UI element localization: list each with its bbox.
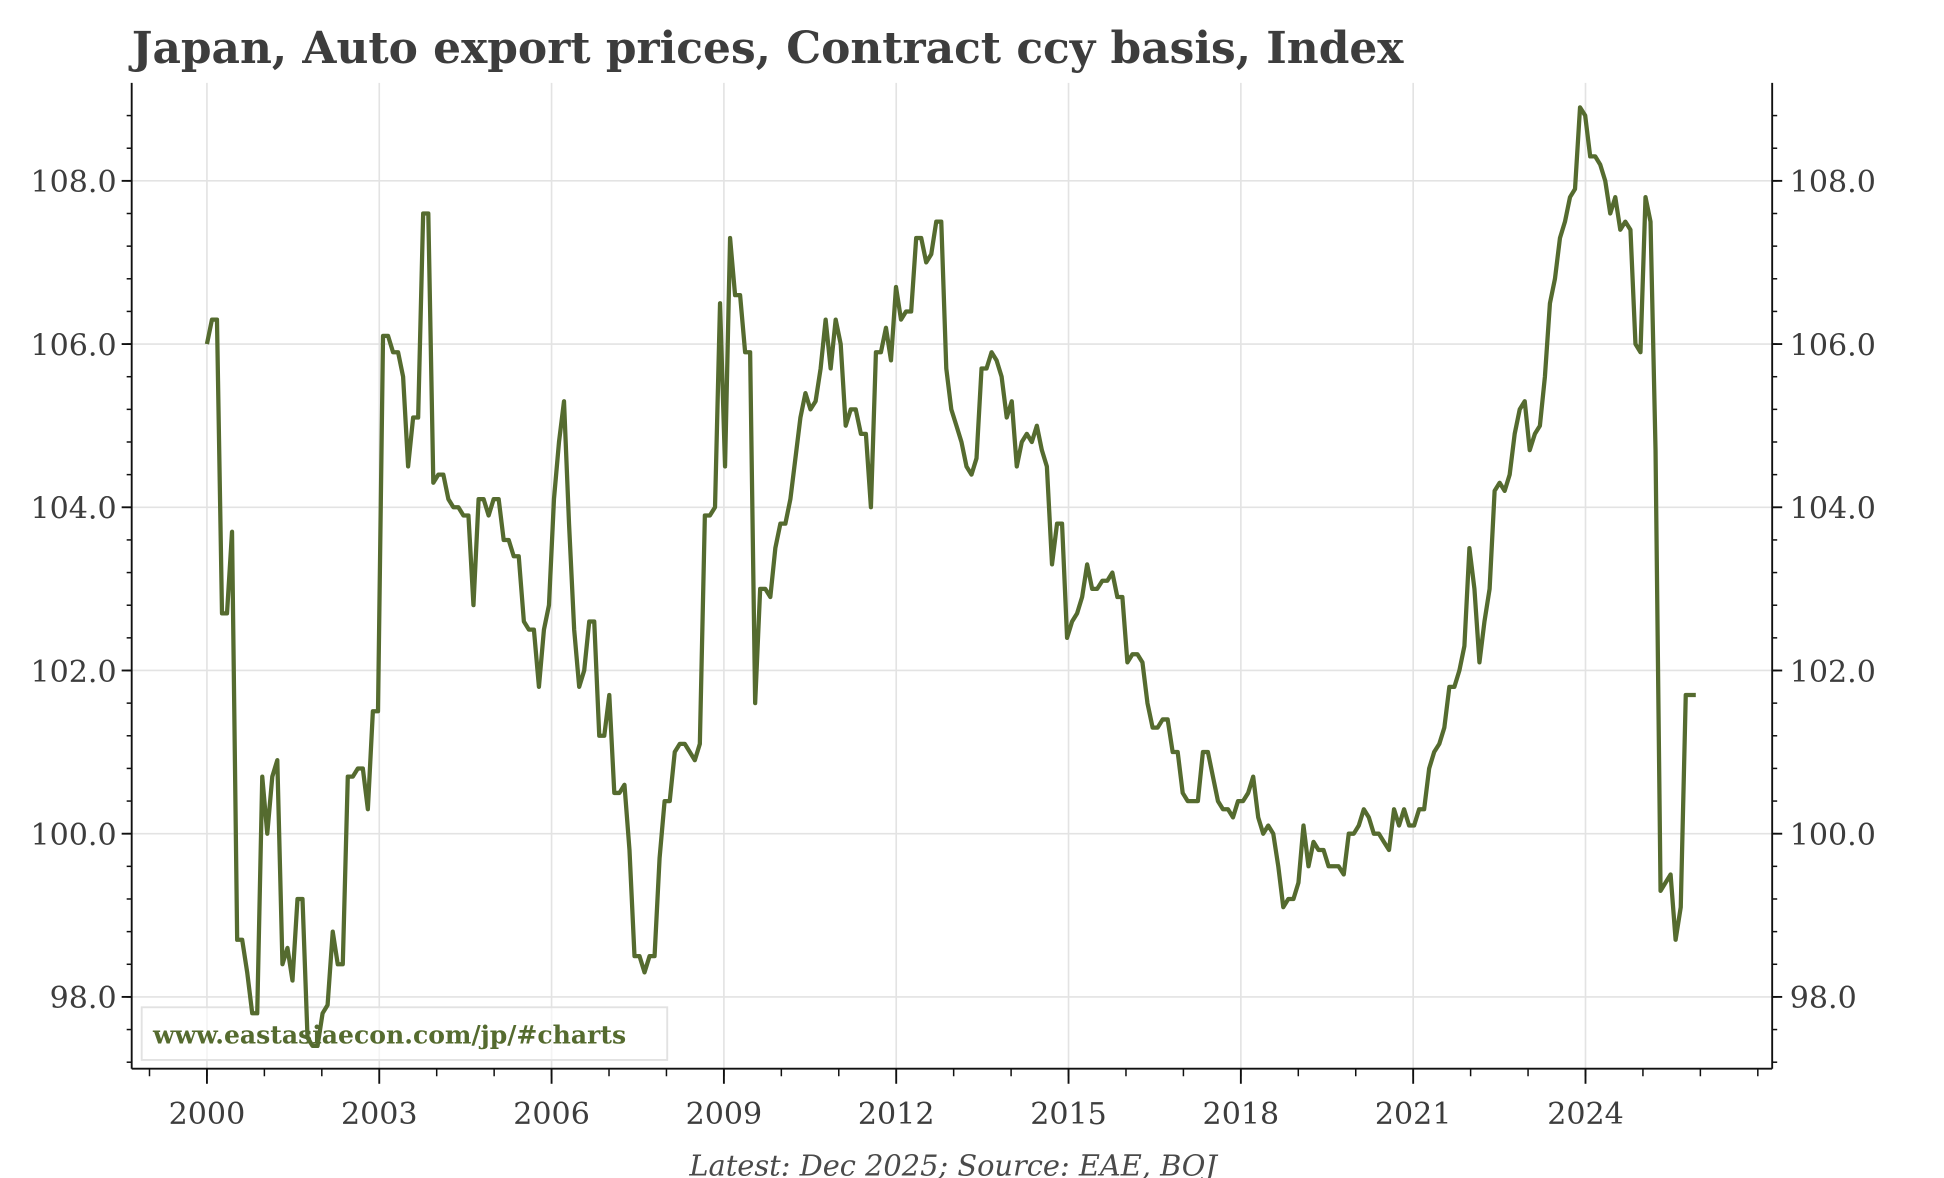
y-tick-label-right: 102.0	[1790, 655, 1876, 690]
x-tick-label: 2012	[858, 1097, 935, 1132]
x-tick-label: 2021	[1375, 1097, 1452, 1132]
series-line	[204, 105, 1696, 1049]
x-tick-label: 2018	[1203, 1097, 1280, 1132]
x-tick-label: 2024	[1547, 1097, 1624, 1132]
y-tick-label-left: 106.0	[30, 328, 116, 363]
watermark-box	[140, 1006, 669, 1061]
y-tick-label-right: 104.0	[1790, 492, 1876, 527]
axes: 98.0 98.0 100.0 100.0 102.0 102.0 104.0 104.0 10…	[30, 82, 1876, 1132]
chart-title: Japan, Auto export prices, Contract ccy …	[128, 23, 1405, 74]
y-tick-label-left: 100.0	[30, 818, 116, 853]
x-tick-label: 2003	[341, 1097, 418, 1132]
x-tick-label: 2006	[513, 1097, 590, 1132]
series-lines	[204, 105, 1696, 1049]
y-tick-label-left: 98.0	[50, 981, 117, 1016]
watermark	[140, 1006, 669, 1061]
watermark-text[interactable]: www.eastasiaecon.com/jp/#charts	[152, 1020, 626, 1050]
source-note: Latest: Dec 2025; Source: EAE, BOJ	[688, 1148, 1218, 1178]
y-tick-label-right: 100.0	[1790, 818, 1876, 853]
x-tick-label: 2009	[686, 1097, 763, 1132]
y-tick-label-right: 98.0	[1790, 981, 1857, 1016]
y-tick-label-left: 102.0	[30, 655, 116, 690]
x-tick-label: 2000	[169, 1097, 246, 1132]
y-tick-label-left: 108.0	[30, 165, 116, 200]
y-tick-label-right: 108.0	[1790, 165, 1876, 200]
gridlines	[131, 82, 1773, 1069]
y-tick-label-right: 106.0	[1790, 328, 1876, 363]
y-tick-label-left: 104.0	[30, 492, 116, 527]
x-tick-label: 2015	[1030, 1097, 1107, 1132]
